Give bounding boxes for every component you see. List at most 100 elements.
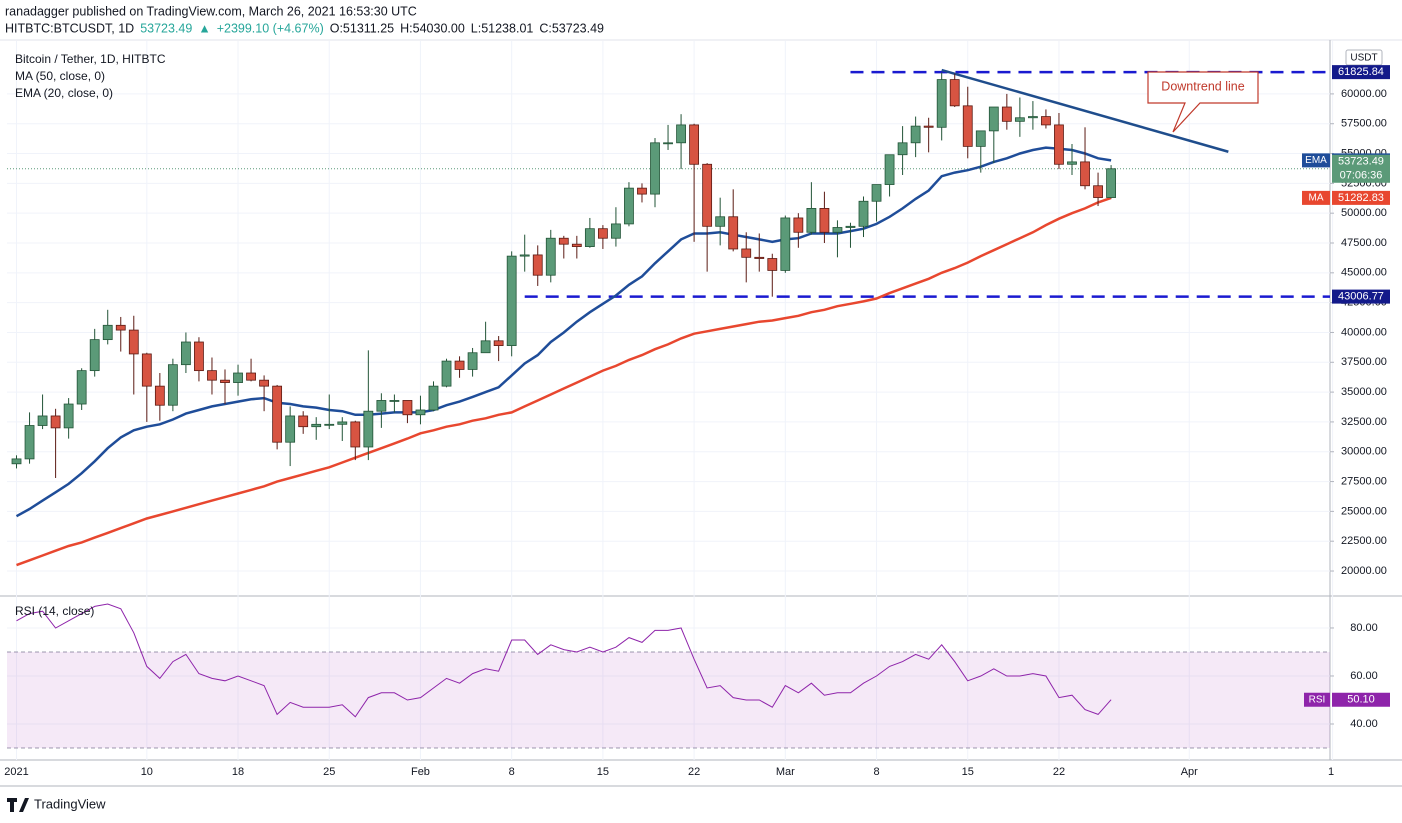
candle-body [1080,161,1090,187]
candle-body [128,329,139,355]
ma-tag-text: MA [1309,193,1324,204]
candle-body [415,409,426,416]
ema-legend: EMA (20, close, 0) [15,86,113,100]
plot-area [7,41,1334,760]
x-tick-label: 10 [141,766,153,778]
x-tick-label: 8 [873,766,879,778]
candle-body [545,237,556,276]
candle-body [37,415,48,426]
quote-item: C:53723.49 [539,21,604,35]
x-tick-label: 8 [509,766,515,778]
rsi-badge [1332,692,1390,707]
y-tick-label: 35000.00 [1341,386,1387,398]
candle-body [676,124,686,144]
x-tick-label: 2021 [4,766,28,778]
candle-body [1001,106,1012,122]
candle-body [1106,168,1116,198]
candle-body [89,339,100,372]
candle-body [441,360,452,387]
candle-body [350,421,361,448]
y-tick-label: 20000.00 [1341,565,1387,577]
candle-body [558,237,569,245]
candle-body [63,403,74,429]
candle-body [298,415,309,428]
rsi-band [7,651,1330,748]
candle-body [115,324,126,331]
candle-body [102,324,113,341]
candle-body [1067,161,1077,165]
quote-item: O:51311.25 [330,21,394,35]
candle-body [324,423,335,426]
candle-body [923,125,934,128]
quote-item: ▲ [198,21,210,35]
candle-body [611,223,621,239]
candle-body [220,379,230,383]
candle-body [141,353,152,387]
currency-box [1345,49,1383,66]
candle-body [650,142,660,195]
published-line: ranadagger published on TradingView.com,… [5,4,417,18]
ema-tag [1302,153,1330,168]
y-tick-label: 45000.00 [1341,267,1387,279]
x-tick-label: 1 [1328,766,1334,778]
candle-body [50,415,61,429]
price-badge-text: 53723.49 [1338,156,1384,168]
x-tick-label: 22 [688,766,700,778]
candle-body [910,125,921,144]
ma-tag [1302,190,1330,205]
candle-body [154,385,165,406]
candle-body [637,187,647,195]
quote-item: HITBTC:BTCUSDT, 1D [5,21,134,35]
quote-item: L:51238.01 [471,21,534,35]
x-tick-label: 22 [1053,766,1065,778]
level-badge-text: 43006.77 [1338,291,1384,303]
x-tick-label: Apr [1181,766,1198,778]
candle-body [806,208,817,233]
rsi-line [16,603,1112,718]
candle-body [1028,116,1038,119]
candle-body [689,124,700,165]
candle-body [233,372,243,383]
candle-body [1014,117,1025,122]
callout-box [1147,71,1259,133]
candle-body [819,208,830,233]
callout-text: Downtrend line [1161,79,1244,93]
candle-body [11,458,22,465]
candle-body [194,341,204,372]
ema-tag-text: EMA [1305,155,1327,166]
rsi-tag [1304,692,1330,707]
x-tick-label: 15 [597,766,609,778]
candle-body [272,385,283,443]
candle-body [780,217,791,271]
candle-body [207,370,217,381]
candle-body [259,379,269,387]
y-tick-label: 37500.00 [1341,356,1387,368]
candle-body [741,248,752,258]
candle-body [376,400,387,412]
brand-logo [7,798,29,812]
candle-body [167,364,178,406]
candle-body [311,423,322,428]
y-tick-label: 30000.00 [1341,446,1387,458]
candle-body [962,105,973,147]
candle-body [584,228,595,247]
x-tick-label: 15 [962,766,974,778]
candle-body [571,243,582,247]
quote-item: H:54030.00 [400,21,465,35]
candle-body [1093,185,1103,198]
currency: USDT [1350,53,1377,64]
candle-body [519,254,530,257]
y-tick-label: 40.00 [1350,718,1378,730]
candle-body [402,400,413,416]
candle-body [624,187,634,225]
rsi-tag-text: RSI [1309,694,1326,705]
candle-body [897,142,908,156]
brand: TradingView [7,796,106,812]
level-badge-text: 61825.84 [1338,66,1384,78]
symbol-legend: Bitcoin / Tether, 1D, HITBTC [15,52,166,66]
candle-body [1054,124,1064,165]
candle-body [363,410,374,448]
price-countdown: 07:06:36 [1340,170,1383,182]
quote-item: +2399.10 (+4.67%) [217,21,324,35]
candle-body [845,225,856,228]
